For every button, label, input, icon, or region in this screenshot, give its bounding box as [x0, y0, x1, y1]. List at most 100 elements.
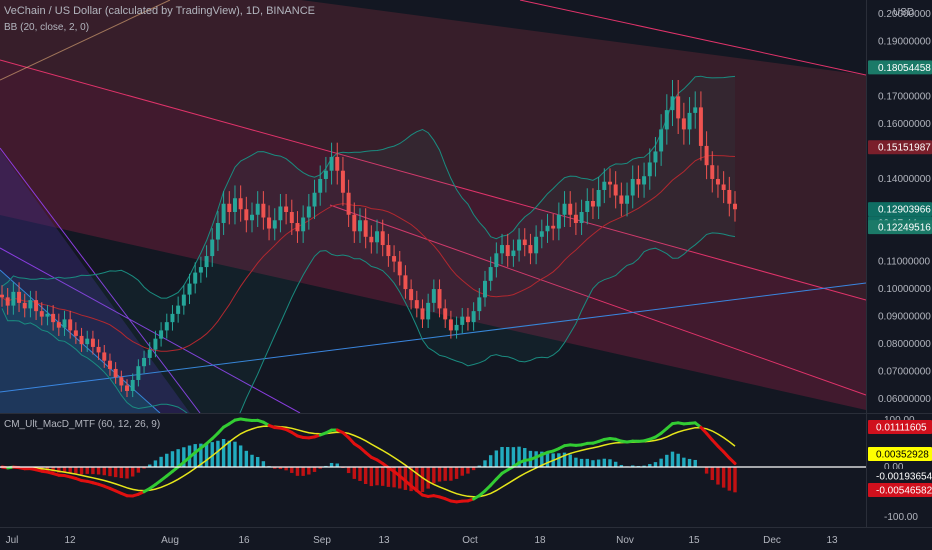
- macd-histogram-bar: [648, 464, 652, 467]
- candle-body: [335, 156, 340, 171]
- macd-histogram-bar: [716, 467, 720, 485]
- currency-label: USD: [893, 7, 915, 18]
- time-tick-label: 15: [688, 535, 700, 546]
- candle-body: [465, 316, 470, 323]
- price-tick-label: 0.14000000: [878, 174, 931, 185]
- candle-body: [625, 195, 630, 204]
- bb-lower-line: [1, 232, 736, 413]
- candle-body: [284, 206, 289, 213]
- macd-histogram-bar: [602, 458, 607, 467]
- macd-histogram-bar: [608, 459, 612, 467]
- candle-body: [56, 322, 61, 328]
- macd-histogram-bar: [119, 467, 124, 479]
- macd-histogram-bar: [159, 456, 163, 467]
- blue-trend-line: [0, 282, 866, 393]
- candle-body: [306, 206, 311, 218]
- candle-body: [733, 203, 737, 210]
- macd-histogram-bar: [471, 467, 476, 471]
- candle-body: [380, 231, 385, 246]
- candle-body: [170, 313, 175, 323]
- macd-histogram-bar: [545, 451, 550, 467]
- chart-title: VeChain / US Dollar (calculated by Tradi…: [4, 5, 315, 17]
- candle-body: [573, 214, 578, 224]
- candle-body: [204, 256, 209, 268]
- time-tick-label: Dec: [763, 535, 781, 546]
- macd-histogram-bar: [727, 467, 732, 491]
- macd-histogram-bar: [85, 467, 89, 474]
- macd-badge-label: 0.01111605: [876, 423, 927, 434]
- candle-body: [267, 217, 272, 229]
- macd-axis[interactable]: 100.000.00-100.000.011116050.00352928-0.…: [868, 415, 932, 523]
- candle-body: [221, 203, 226, 224]
- macd-histogram-bar: [613, 461, 618, 467]
- macd-histogram-bar: [619, 464, 624, 467]
- macd-histogram-bar: [381, 467, 385, 486]
- candle-body: [85, 338, 90, 345]
- macd-histogram-bar: [477, 465, 482, 467]
- time-tick-label: 12: [64, 535, 76, 546]
- candle-body: [0, 294, 4, 298]
- macd-histogram-bar: [204, 443, 209, 467]
- macd-histogram-bar: [68, 467, 72, 473]
- price-tick-label: 0.06000000: [878, 394, 931, 405]
- time-tick-label: Aug: [161, 535, 179, 546]
- candle-body: [102, 352, 107, 361]
- macd-histogram-bar: [238, 445, 243, 467]
- macd-histogram-bar: [244, 450, 249, 467]
- candle-body: [255, 203, 260, 215]
- macd-badge-label: 0.00352928: [876, 450, 929, 461]
- candle-body: [352, 214, 357, 232]
- macd-histogram-bar: [483, 460, 487, 467]
- macd-indicator-legend[interactable]: CM_Ult_MacD_MTF (60, 12, 26, 9): [4, 419, 161, 430]
- macd-histogram-bar: [358, 467, 362, 481]
- macd-histogram-bar: [335, 463, 339, 467]
- candle-body: [107, 360, 112, 369]
- macd-histogram-bar: [233, 441, 237, 467]
- candle-body: [295, 223, 300, 232]
- candle-body: [585, 200, 590, 213]
- macd-histogram-bar: [91, 467, 95, 475]
- candle-body: [22, 302, 27, 309]
- macd-histogram-bar: [659, 458, 663, 467]
- fan-line: [0, 0, 171, 81]
- macd-histogram-bar: [346, 467, 351, 474]
- candle-body: [721, 184, 726, 190]
- candle-body: [505, 245, 510, 257]
- candle-body: [96, 346, 101, 353]
- candle-body: [363, 220, 368, 237]
- candle-body: [312, 192, 317, 207]
- candle-body: [164, 322, 169, 331]
- candle-body: [28, 300, 33, 309]
- candle-body: [715, 178, 720, 185]
- candle-body: [5, 297, 10, 306]
- price-axis[interactable]: 0.20000000 0.19000000 0.17000000 0.16000000…: [868, 9, 932, 405]
- candle-body: [301, 217, 306, 232]
- macd-histogram-bar: [352, 467, 356, 479]
- macd-histogram-bar: [506, 447, 510, 467]
- time-axis[interactable]: Jul 12 Aug 16 Sep 13 Oct 18 Nov 15 Dec 13: [6, 535, 838, 546]
- time-tick-label: Oct: [462, 535, 478, 546]
- price-badge-label: 0.12903966: [878, 205, 931, 216]
- candle-body: [636, 178, 641, 185]
- macd-histogram-bar: [676, 453, 680, 467]
- bb-indicator-legend[interactable]: BB (20, close, 2, 0): [4, 22, 90, 33]
- candle-body: [687, 112, 692, 130]
- candle-body: [676, 96, 681, 119]
- candle-body: [437, 289, 442, 309]
- macd-histogram-bar: [227, 440, 231, 467]
- macd-badge: [868, 447, 932, 461]
- macd-histogram-bar: [665, 454, 669, 467]
- macd-histogram-bar: [710, 467, 714, 481]
- macd-histogram-bar: [182, 447, 186, 467]
- purple-channel-line-2: [0, 247, 301, 413]
- candle-body: [147, 349, 152, 358]
- candle-body: [562, 203, 567, 215]
- macd-histogram-bar: [449, 467, 453, 481]
- candle-body: [414, 300, 419, 309]
- macd-histogram-bar: [102, 467, 106, 476]
- macd-histogram-bar: [312, 467, 317, 472]
- macd-histogram-bar: [432, 467, 436, 484]
- macd-histogram-bar: [596, 459, 601, 467]
